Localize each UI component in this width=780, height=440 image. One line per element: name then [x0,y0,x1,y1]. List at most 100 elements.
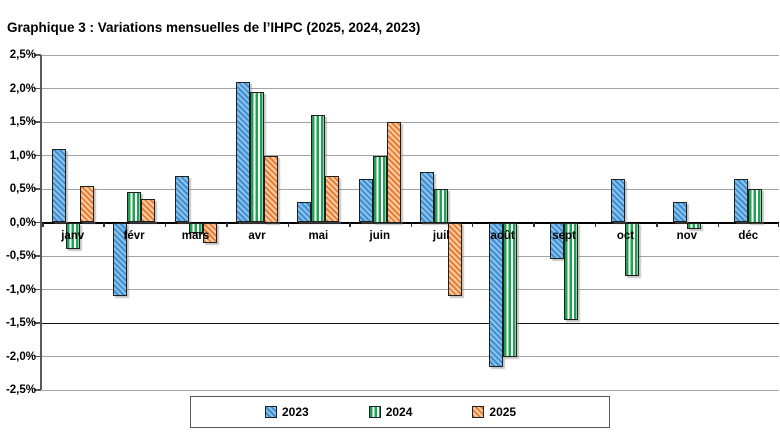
y-axis-tick-label: -2,0% [5,350,36,363]
month-label-août: août [490,229,515,242]
y-axis-tick-label: 2,0% [9,82,36,95]
y-axis-tick-label: 0,0% [9,216,36,229]
y-axis-tick-label: -0,5% [5,250,36,262]
bar-2025-janv [79,185,94,223]
bar-2023-févr [113,222,128,297]
month-label-déc: déc [738,229,759,242]
y-axis-tick [34,87,41,90]
y-axis-tick [34,288,41,291]
month-label-juin: juin [369,229,390,242]
gridline--2,0% [42,356,779,357]
y-axis-tick-label: 1,5% [9,116,36,128]
gridline-2,5% [42,54,779,56]
bar-2025-juil [448,222,463,297]
bar-2023-oct [611,178,626,223]
legend-label-2023: 2023 [282,405,309,419]
x-axis-tick [226,222,228,227]
y-axis-tick-label: 0,5% [9,183,36,195]
bar-2024-févr [127,192,142,223]
x-axis-tick [471,222,474,227]
gridline-2,0% [42,88,779,89]
month-label-juil: juil [432,229,450,242]
legend-label-2025: 2025 [489,405,517,419]
y-axis-tick [34,322,41,324]
x-axis-tick [777,222,779,227]
legend-swatch-2025 [472,406,485,418]
bar-2025-mai [325,175,340,223]
bar-2024-oct [625,222,640,277]
bar-2024-nov [686,222,701,230]
gridline--2,5% [42,389,779,391]
x-axis-tick [533,222,535,227]
bar-2025-avr [263,155,278,223]
y-axis-tick-label: 1,0% [9,149,36,162]
x-axis-tick [410,222,412,227]
bar-2023-nov [672,202,687,223]
bar-2024-avr [249,91,264,223]
bar-2023-août [488,222,503,367]
bar-2025-juin [386,122,401,223]
legend-swatch-2024 [368,406,381,418]
month-label-avr: avr [248,229,266,242]
bar-2024-janv [65,222,80,250]
bar-2024-juil [434,189,449,223]
month-label-mars: mars [181,229,210,242]
gridline--1,0% [42,289,779,290]
month-label-oct: oct [616,229,635,242]
bar-2024-déc [748,189,763,223]
y-axis-tick-label: 2,5% [9,49,36,61]
y-axis-tick [34,54,41,56]
gridline--1,5% [42,322,779,324]
gridline-1,0% [42,155,779,156]
y-axis-line [40,55,42,390]
y-axis-tick-label: -1,0% [5,283,36,296]
y-axis-tick-label: -2,5% [5,384,36,396]
month-label-janv: janv [61,229,85,242]
x-axis-tick [42,222,44,227]
x-axis-tick [656,222,658,227]
x-axis-tick [287,222,290,227]
plot-area: 2,5% 2,0% 1,5% 1,0% 0,5% 0,0% -0,5% -1,0% -1,5% -… [6,49,779,396]
bar-2024-août [502,222,517,357]
bar-2023-juin [358,178,373,223]
bar-2024-mars [188,222,203,233]
y-axis-tick-label: -1,5% [5,317,36,329]
y-axis-tick [34,188,41,190]
legend: 2023 2024 2025 [190,396,610,428]
x-axis-tick [594,222,597,227]
bar-2023-juil [420,172,435,223]
bar-2023-déc [734,178,749,223]
legend-item-2025: 2025 [472,405,516,419]
gridline-1,5% [42,121,779,123]
month-label-mai: mai [308,229,329,242]
legend-item-2023: 2023 [265,405,309,419]
bar-2023-janv [51,148,66,223]
legend-item-2024: 2024 [368,405,413,419]
bar-2024-sept [564,222,579,320]
bar-2023-sept [550,222,565,260]
legend-label-2024: 2024 [385,405,413,419]
y-axis-tick [34,221,41,224]
y-axis-tick [34,154,41,157]
y-axis-tick [34,255,41,257]
month-label-sept: sept [552,229,576,242]
gridline--0,5% [42,255,779,257]
bar-2023-avr [235,81,250,223]
y-axis-tick [34,121,41,123]
bar-2024-mai [311,115,326,223]
bar-2025-févr [141,199,156,223]
bar-2023-mars [174,175,189,223]
x-axis-tick [717,222,720,227]
legend-swatch-2023 [265,406,277,418]
gridline-0,5% [42,188,779,190]
x-axis-tick [349,222,351,227]
y-axis-tick [34,355,41,358]
month-label-févr: févr [123,229,145,242]
month-label-nov: nov [676,229,698,242]
bar-2023-mai [297,202,312,223]
y-axis-tick [34,389,41,391]
chart-title: Graphique 3 : Variations mensuelles de l… [7,20,421,35]
x-axis-tick [103,222,105,227]
bar-2025-mars [202,222,217,243]
